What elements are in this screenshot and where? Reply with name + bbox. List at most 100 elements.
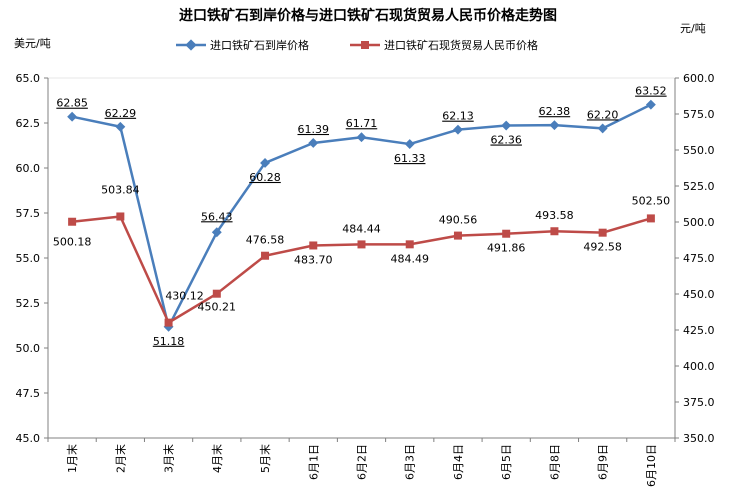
x-tick-label: 5月末 [258,444,272,473]
point-series-2 [550,227,559,236]
data-label-series-1: 62.20 [587,108,619,121]
data-label-series-2: 491.86 [487,242,526,255]
left-tick-label: 45.0 [16,432,41,445]
point-series-2 [116,212,125,221]
data-label-series-1: 61.33 [394,152,426,165]
left-tick-label: 55.0 [16,252,41,265]
x-tick-label: 1月末 [65,444,79,473]
data-label-series-1: 51.18 [153,335,185,348]
point-series-1 [645,99,656,110]
point-series-2 [309,241,318,250]
right-tick-label: 575.0 [683,108,715,121]
data-label-series-2: 490.56 [439,214,478,227]
data-label-series-1: 60.28 [249,171,281,184]
right-tick-label: 350.0 [683,432,715,445]
point-series-2 [598,228,607,237]
point-series-1 [67,111,78,122]
x-tick-label: 3月末 [162,444,176,473]
point-series-1 [597,123,608,134]
point-series-1 [453,124,463,135]
right-tick-label: 525.0 [683,180,715,193]
left-tick-label: 50.0 [16,342,41,355]
data-label-series-2: 430.12 [165,290,204,303]
legend: 进口铁矿石到岸价格 进口铁矿石现货贸易人民币价格 [176,38,538,52]
data-label-series-2: 502.50 [632,194,671,207]
point-series-2 [502,229,511,238]
left-tick-label: 57.5 [16,207,41,220]
right-tick-label: 475.0 [683,252,715,265]
legend-marker-series-2 [361,41,369,49]
point-series-1 [308,138,319,148]
right-axis-unit: 元/吨 [680,22,706,35]
left-tick-label: 65.0 [16,72,41,85]
legend-item-series-2: 进口铁矿石现货贸易人民币价格 [350,38,538,52]
data-label-series-2: 493.58 [535,209,574,222]
data-label-series-1: 61.39 [298,123,330,136]
legend-label-series-1: 进口铁矿石到岸价格 [210,38,309,52]
data-label-series-1: 62.85 [56,97,88,110]
data-label-series-2: 500.18 [53,236,92,249]
right-tick-label: 450.0 [683,288,715,301]
data-label-series-1: 61.71 [346,117,378,130]
right-tick-label: 400.0 [683,360,715,373]
x-tick-label: 4月末 [210,444,224,473]
data-label-series-2: 503.84 [101,183,140,196]
data-label-series-2: 450.21 [198,301,237,314]
chart-title: 进口铁矿石到岸价格与进口铁矿石现货贸易人民币价格走势图 [179,7,557,24]
x-tick-label: 6月9日 [597,444,610,480]
x-tick-label: 6月2日 [356,444,369,480]
point-series-2 [405,240,414,249]
left-tick-label: 60.0 [16,162,41,175]
right-tick-label: 425.0 [683,324,715,337]
right-tick-label: 375.0 [683,396,715,409]
data-label-series-1: 62.36 [490,134,522,147]
point-series-2 [646,214,655,223]
data-label-series-2: 492.58 [583,241,622,254]
point-series-1 [260,158,270,168]
data-label-series-1: 63.52 [635,85,667,98]
point-series-2 [164,318,173,327]
x-axis-ticks: 1月末 2月末 3月末 4月末 5月末 6月1日 6月2日 6月3日 6月4日 6月5日 6月8日 6… [47,438,676,487]
x-tick-label: 6月3日 [404,444,417,480]
data-label-series-1: 62.29 [105,107,137,120]
x-tick-label: 6月4日 [452,444,465,480]
data-label-series-1: 62.38 [539,105,571,118]
legend-item-series-1: 进口铁矿石到岸价格 [176,38,309,52]
right-tick-label: 600.0 [683,72,715,85]
right-axis-ticks: 350.0 375.0 400.0 425.0 450.0 475.0 500.0 525.0… [675,72,715,445]
point-series-1 [211,227,222,238]
data-label-series-2: 483.70 [294,253,333,266]
series-markers [67,99,656,332]
point-series-2 [357,240,366,249]
data-label-series-1: 62.13 [442,110,474,123]
point-series-2 [453,231,462,240]
data-label-series-1: 56.43 [201,210,233,223]
point-series-1 [356,132,367,143]
x-tick-label: 6月8日 [548,444,561,480]
right-tick-label: 500.0 [683,216,715,229]
point-series-2 [261,251,270,260]
plot-area [47,77,676,439]
data-label-series-2: 484.44 [342,222,381,235]
point-series-2 [212,289,221,298]
point-series-1 [501,120,512,131]
legend-marker-series-1 [185,39,197,51]
point-series-1 [549,120,560,131]
point-series-1 [115,121,126,132]
left-axis-unit: 美元/吨 [14,37,51,50]
x-tick-label: 6月5日 [500,444,513,480]
left-tick-label: 52.5 [16,297,41,310]
left-tick-label: 47.5 [16,387,41,400]
data-label-series-2: 484.49 [390,252,429,265]
x-tick-label: 6月1日 [307,444,320,480]
point-series-2 [68,217,77,226]
legend-label-series-2: 进口铁矿石现货贸易人民币价格 [384,38,538,52]
left-axis-ticks: 45.0 47.5 50.0 52.5 55.0 57.5 60.0 62.5 65.0 [16,72,48,445]
data-labels: 62.85 62.29 51.18 56.43 60.28 61.39 61.71 61.33… [53,85,670,348]
point-series-1 [404,139,415,150]
x-tick-label: 6月10日 [645,444,658,487]
left-tick-label: 62.5 [16,117,41,130]
x-tick-label: 2月末 [113,444,127,473]
right-tick-label: 550.0 [683,144,715,157]
